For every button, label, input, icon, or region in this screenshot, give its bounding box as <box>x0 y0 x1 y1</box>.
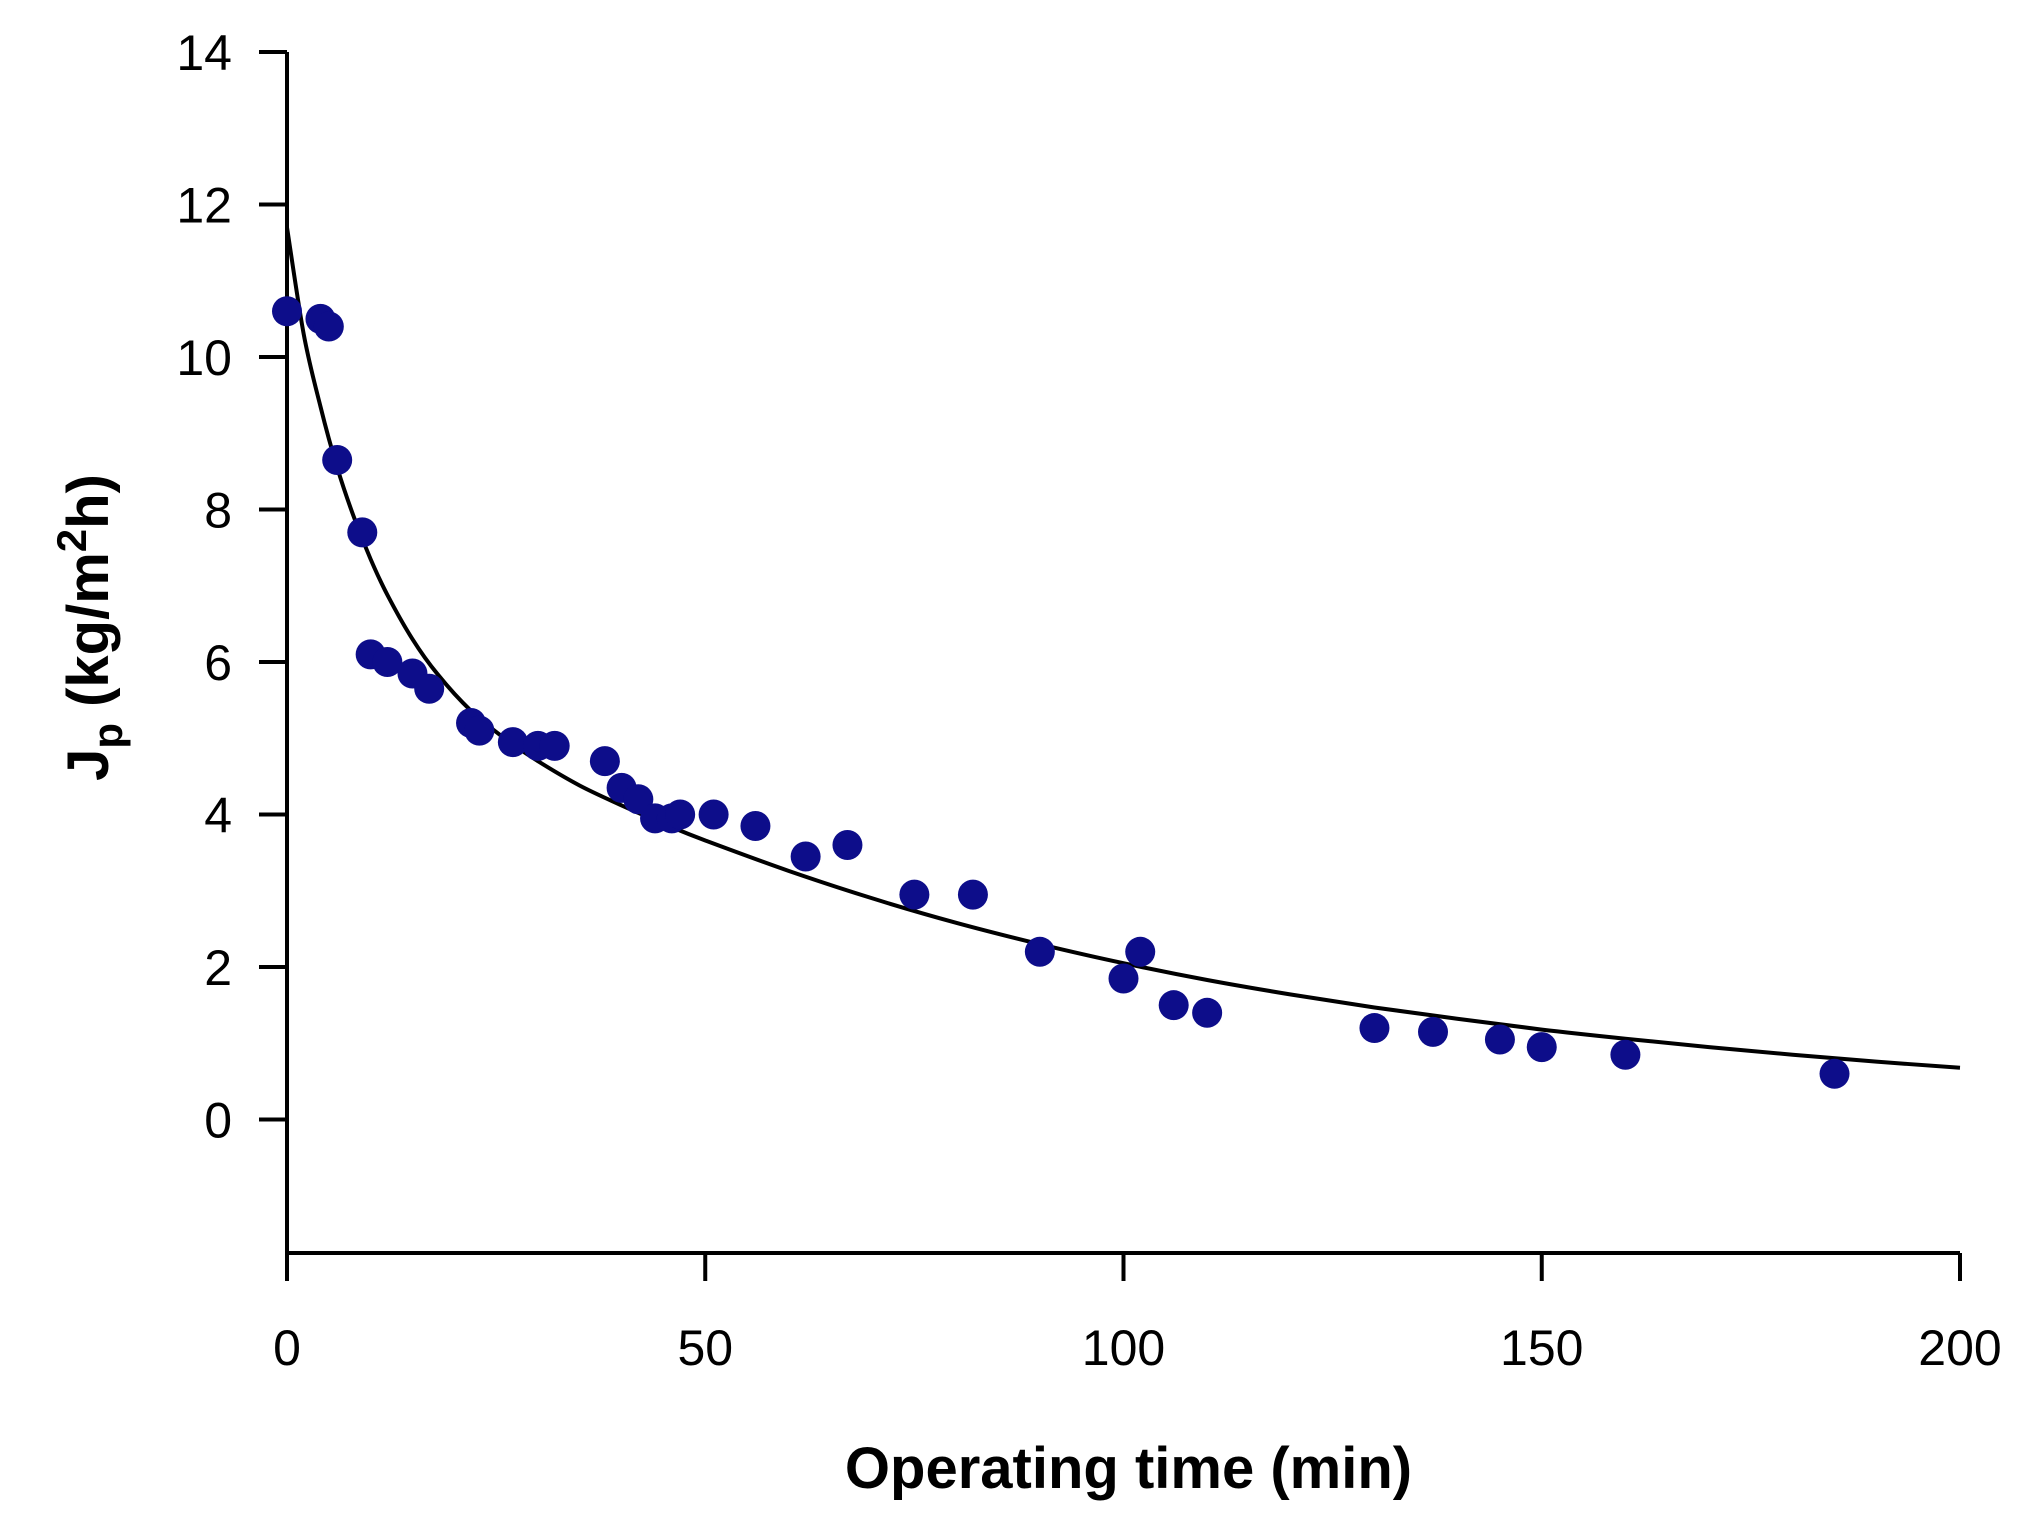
y-tick-label: 4 <box>204 788 232 844</box>
data-point <box>1359 1013 1390 1044</box>
x-tick-label: 200 <box>1918 1320 2001 1376</box>
y-tick-label: 12 <box>176 178 232 234</box>
y-axis-title-main: J <box>56 749 121 781</box>
data-point <box>665 799 696 830</box>
data-point <box>1418 1016 1449 1047</box>
data-point <box>322 444 353 475</box>
data-point <box>464 715 495 746</box>
data-point <box>372 647 403 678</box>
y-tick-label: 14 <box>176 25 232 81</box>
data-points <box>272 296 1850 1089</box>
y-axis-title-units-open: (kg/m <box>56 552 121 723</box>
data-point <box>1108 963 1139 994</box>
y-axis-title-superscript: 2 <box>48 529 95 552</box>
y-tick-label: 8 <box>204 483 232 539</box>
data-point <box>539 730 570 761</box>
data-point <box>957 879 988 910</box>
data-point <box>698 799 729 830</box>
data-point <box>1484 1024 1515 1055</box>
x-tick-label: 100 <box>1082 1320 1165 1376</box>
x-axis-ticks: 0 50 100 150 200 <box>273 1253 2002 1376</box>
data-point <box>832 830 863 861</box>
data-point <box>899 879 930 910</box>
data-point <box>1526 1032 1557 1063</box>
data-point <box>1125 936 1156 967</box>
x-tick-label: 0 <box>273 1320 301 1376</box>
data-point <box>313 311 344 342</box>
data-point <box>1024 936 1055 967</box>
fit-curve <box>285 227 1961 1070</box>
x-tick-label: 50 <box>677 1320 733 1376</box>
y-tick-label: 2 <box>204 940 232 996</box>
data-point <box>1819 1058 1850 1089</box>
data-point <box>790 841 821 872</box>
y-axis-title-subscript: p <box>84 723 131 749</box>
data-point <box>414 673 445 704</box>
y-tick-label: 6 <box>204 635 232 691</box>
data-point <box>497 727 528 758</box>
data-point <box>347 517 378 548</box>
data-point <box>589 746 620 777</box>
x-tick-label: 150 <box>1500 1320 1583 1376</box>
y-tick-label: 0 <box>204 1093 232 1149</box>
data-point <box>272 296 302 327</box>
x-axis-title: Operating time (min) <box>845 1436 1412 1501</box>
data-point <box>1192 997 1223 1028</box>
y-axis-title-units-close: h) <box>56 474 121 529</box>
y-tick-label: 10 <box>176 330 232 386</box>
axes <box>285 52 1960 1255</box>
y-axis-title: Jp (kg/m2h) <box>48 474 131 781</box>
data-point <box>740 810 771 841</box>
data-point <box>1610 1039 1641 1070</box>
y-axis-ticks: 0 2 4 6 8 10 12 14 <box>176 25 287 1149</box>
data-point <box>1158 990 1189 1021</box>
